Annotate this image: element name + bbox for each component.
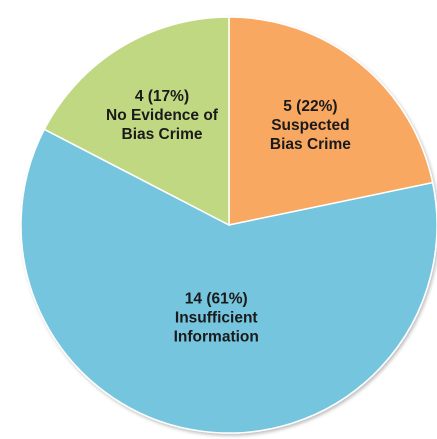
slice-insufficient-information: [20, 128, 437, 434]
data-label-line: Information: [174, 329, 259, 346]
slice-suspected-bias-crime-label: 5 (22%) Suspected Bias Crime: [270, 98, 351, 153]
slice-suspected-bias-crime: [228, 16, 434, 226]
data-label-line: No Evidence of: [106, 107, 219, 124]
data-label-line: Insufficient: [175, 310, 258, 327]
slice-no-evidence: [43, 16, 230, 227]
data-label-line: 14 (61%): [185, 291, 248, 308]
slice-insufficient-information-label: 14 (61%) Insufficient Information: [174, 291, 259, 346]
data-label-line: Bias Crime: [122, 126, 203, 143]
data-label-line: 4 (17%): [135, 88, 189, 105]
data-label-line: Suspected: [271, 117, 349, 134]
data-label-line: 5 (22%): [283, 98, 337, 115]
data-label-line: Bias Crime: [270, 136, 351, 153]
slice-no-evidence-label: 4 (17%) No Evidence of Bias Crime: [106, 88, 219, 143]
